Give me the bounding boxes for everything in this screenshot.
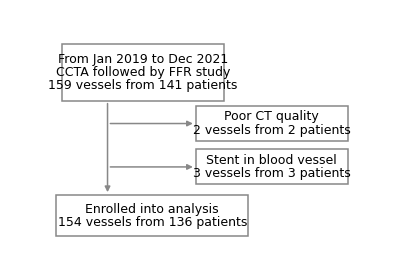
Text: 3 vessels from 3 patients: 3 vessels from 3 patients [193,167,350,180]
Text: From Jan 2019 to Dec 2021: From Jan 2019 to Dec 2021 [58,53,228,65]
Text: Poor CT quality: Poor CT quality [224,111,319,123]
FancyBboxPatch shape [56,195,248,236]
FancyBboxPatch shape [196,106,348,141]
Text: Enrolled into analysis: Enrolled into analysis [86,203,219,216]
Text: 2 vessels from 2 patients: 2 vessels from 2 patients [193,123,350,137]
FancyBboxPatch shape [62,43,224,101]
Text: 154 vessels from 136 patients: 154 vessels from 136 patients [58,216,247,229]
Text: 159 vessels from 141 patients: 159 vessels from 141 patients [48,79,238,92]
Text: Stent in blood vessel: Stent in blood vessel [206,154,337,167]
Text: CCTA followed by FFR study: CCTA followed by FFR study [56,66,230,79]
FancyBboxPatch shape [196,150,348,185]
